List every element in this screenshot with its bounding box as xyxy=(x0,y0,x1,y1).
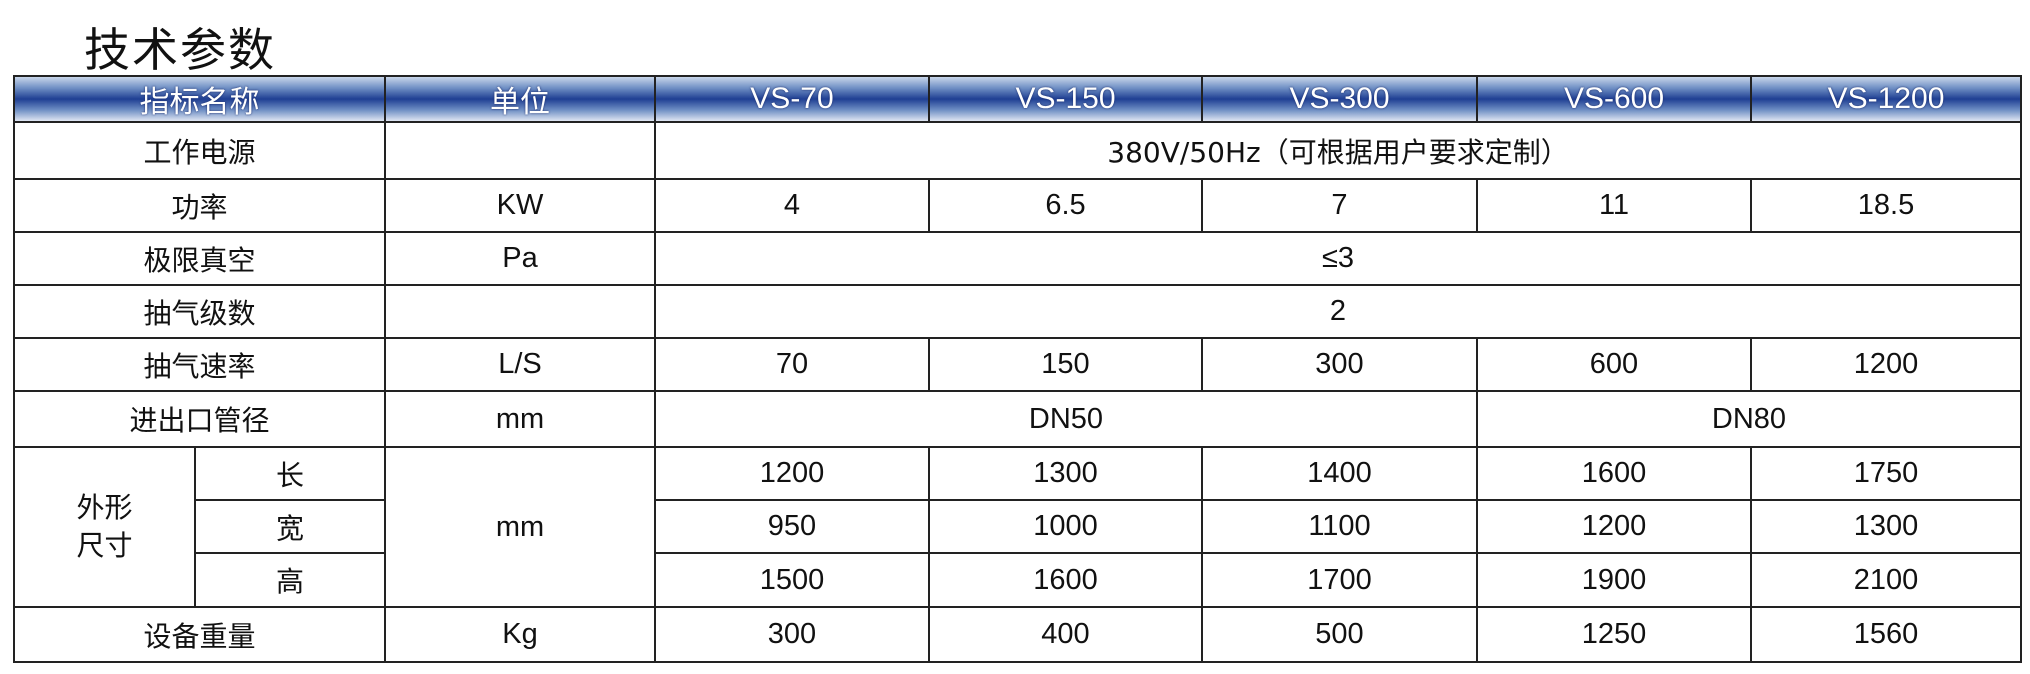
row-label: 工作电源 xyxy=(13,121,386,180)
row-label: 功率 xyxy=(13,178,386,233)
value-cell: 500 xyxy=(1201,606,1478,663)
dims-label: 外形尺寸 xyxy=(76,491,133,562)
header-cell: VS-600 xyxy=(1476,75,1752,123)
header-cell: VS-1200 xyxy=(1750,75,2022,123)
row-label: 抽气速率 xyxy=(13,337,386,392)
page-title: 技术参数 xyxy=(84,23,276,77)
value-cell: 1300 xyxy=(928,446,1203,501)
row-label: 设备重量 xyxy=(13,606,386,663)
sub-label: 宽 xyxy=(194,499,386,554)
value-cell: 1750 xyxy=(1750,446,2022,501)
row-label: 进出口管径 xyxy=(13,390,386,448)
value-cell: 1200 xyxy=(1750,337,2022,392)
sub-label: 高 xyxy=(194,552,386,608)
value-cell: 2100 xyxy=(1750,552,2022,608)
header-cell: VS-300 xyxy=(1201,75,1478,123)
value-cell: 380V/50Hz（可根据用户要求定制） xyxy=(654,121,2022,180)
table-row: 抽气速率 L/S 70 150 300 600 1200 xyxy=(13,337,2022,392)
value-cell: 4 xyxy=(654,178,930,233)
sub-label: 长 xyxy=(194,446,386,501)
value-cell: 300 xyxy=(654,606,930,663)
unit-cell: mm xyxy=(384,446,656,608)
unit-cell xyxy=(384,121,656,180)
row-label: 抽气级数 xyxy=(13,284,386,339)
header-cell: 单位 xyxy=(384,75,656,123)
unit-cell: mm xyxy=(384,390,656,448)
value-cell: 950 xyxy=(654,499,930,554)
row-label: 极限真空 xyxy=(13,231,386,286)
unit-cell xyxy=(384,284,656,339)
table-row: 宽 950 1000 1100 1200 1300 xyxy=(14,499,2022,554)
value-cell: 150 xyxy=(928,337,1203,392)
value-cell: 1100 xyxy=(1201,499,1478,554)
table-row: 工作电源 380V/50Hz（可根据用户要求定制） xyxy=(13,121,2022,180)
row-label: 外形尺寸 xyxy=(13,446,196,608)
value-cell: 1500 xyxy=(654,552,930,608)
value-cell: 300 xyxy=(1201,337,1478,392)
value-cell: 1250 xyxy=(1476,606,1752,663)
value-cell: 6.5 xyxy=(928,178,1203,233)
value-cell: DN80 xyxy=(1476,390,2022,448)
value-cell: 1200 xyxy=(1476,499,1752,554)
table-row: 设备重量 Kg 300 400 500 1250 1560 xyxy=(13,606,2022,663)
value-cell: 70 xyxy=(654,337,930,392)
header-cell: VS-70 xyxy=(654,75,930,123)
table-row: 高 1500 1600 1700 1900 2100 xyxy=(14,552,2022,608)
value-cell: 1600 xyxy=(1476,446,1752,501)
value-cell: DN50 xyxy=(654,390,1478,448)
table-row: 外形尺寸 长 mm 1200 1300 1400 1600 1750 xyxy=(13,446,2022,608)
table-row: 抽气级数 2 xyxy=(13,284,2022,339)
value-cell: 1200 xyxy=(654,446,930,501)
value-cell: 1600 xyxy=(928,552,1203,608)
header-row: 指标名称 单位 VS-70 VS-150 VS-300 VS-600 VS-12… xyxy=(13,75,2022,123)
unit-cell: L/S xyxy=(384,337,656,392)
value-cell: 1000 xyxy=(928,499,1203,554)
header-cell: VS-150 xyxy=(928,75,1203,123)
table-row: 极限真空 Pa ≤3 xyxy=(13,231,2022,286)
table-row: 功率 KW 4 6.5 7 11 18.5 xyxy=(13,178,2022,233)
value-cell: 600 xyxy=(1476,337,1752,392)
table-row: 进出口管径 mm DN50 DN80 xyxy=(13,390,2022,448)
value-cell: 7 xyxy=(1201,178,1478,233)
unit-cell: Kg xyxy=(384,606,656,663)
spec-table: 指标名称 单位 VS-70 VS-150 VS-300 VS-600 VS-12… xyxy=(13,75,2022,663)
value-cell: 18.5 xyxy=(1750,178,2022,233)
unit-cell: Pa xyxy=(384,231,656,286)
value-cell: 1400 xyxy=(1201,446,1478,501)
value-cell: 1900 xyxy=(1476,552,1752,608)
value-cell: 400 xyxy=(928,606,1203,663)
value-cell: 1700 xyxy=(1201,552,1478,608)
value-cell: 1300 xyxy=(1750,499,2022,554)
value-cell: 1560 xyxy=(1750,606,2022,663)
header-cell: 指标名称 xyxy=(13,75,386,123)
value-cell: 2 xyxy=(654,284,2022,339)
value-cell: ≤3 xyxy=(654,231,2022,286)
value-cell: 11 xyxy=(1476,178,1752,233)
unit-cell: KW xyxy=(384,178,656,233)
